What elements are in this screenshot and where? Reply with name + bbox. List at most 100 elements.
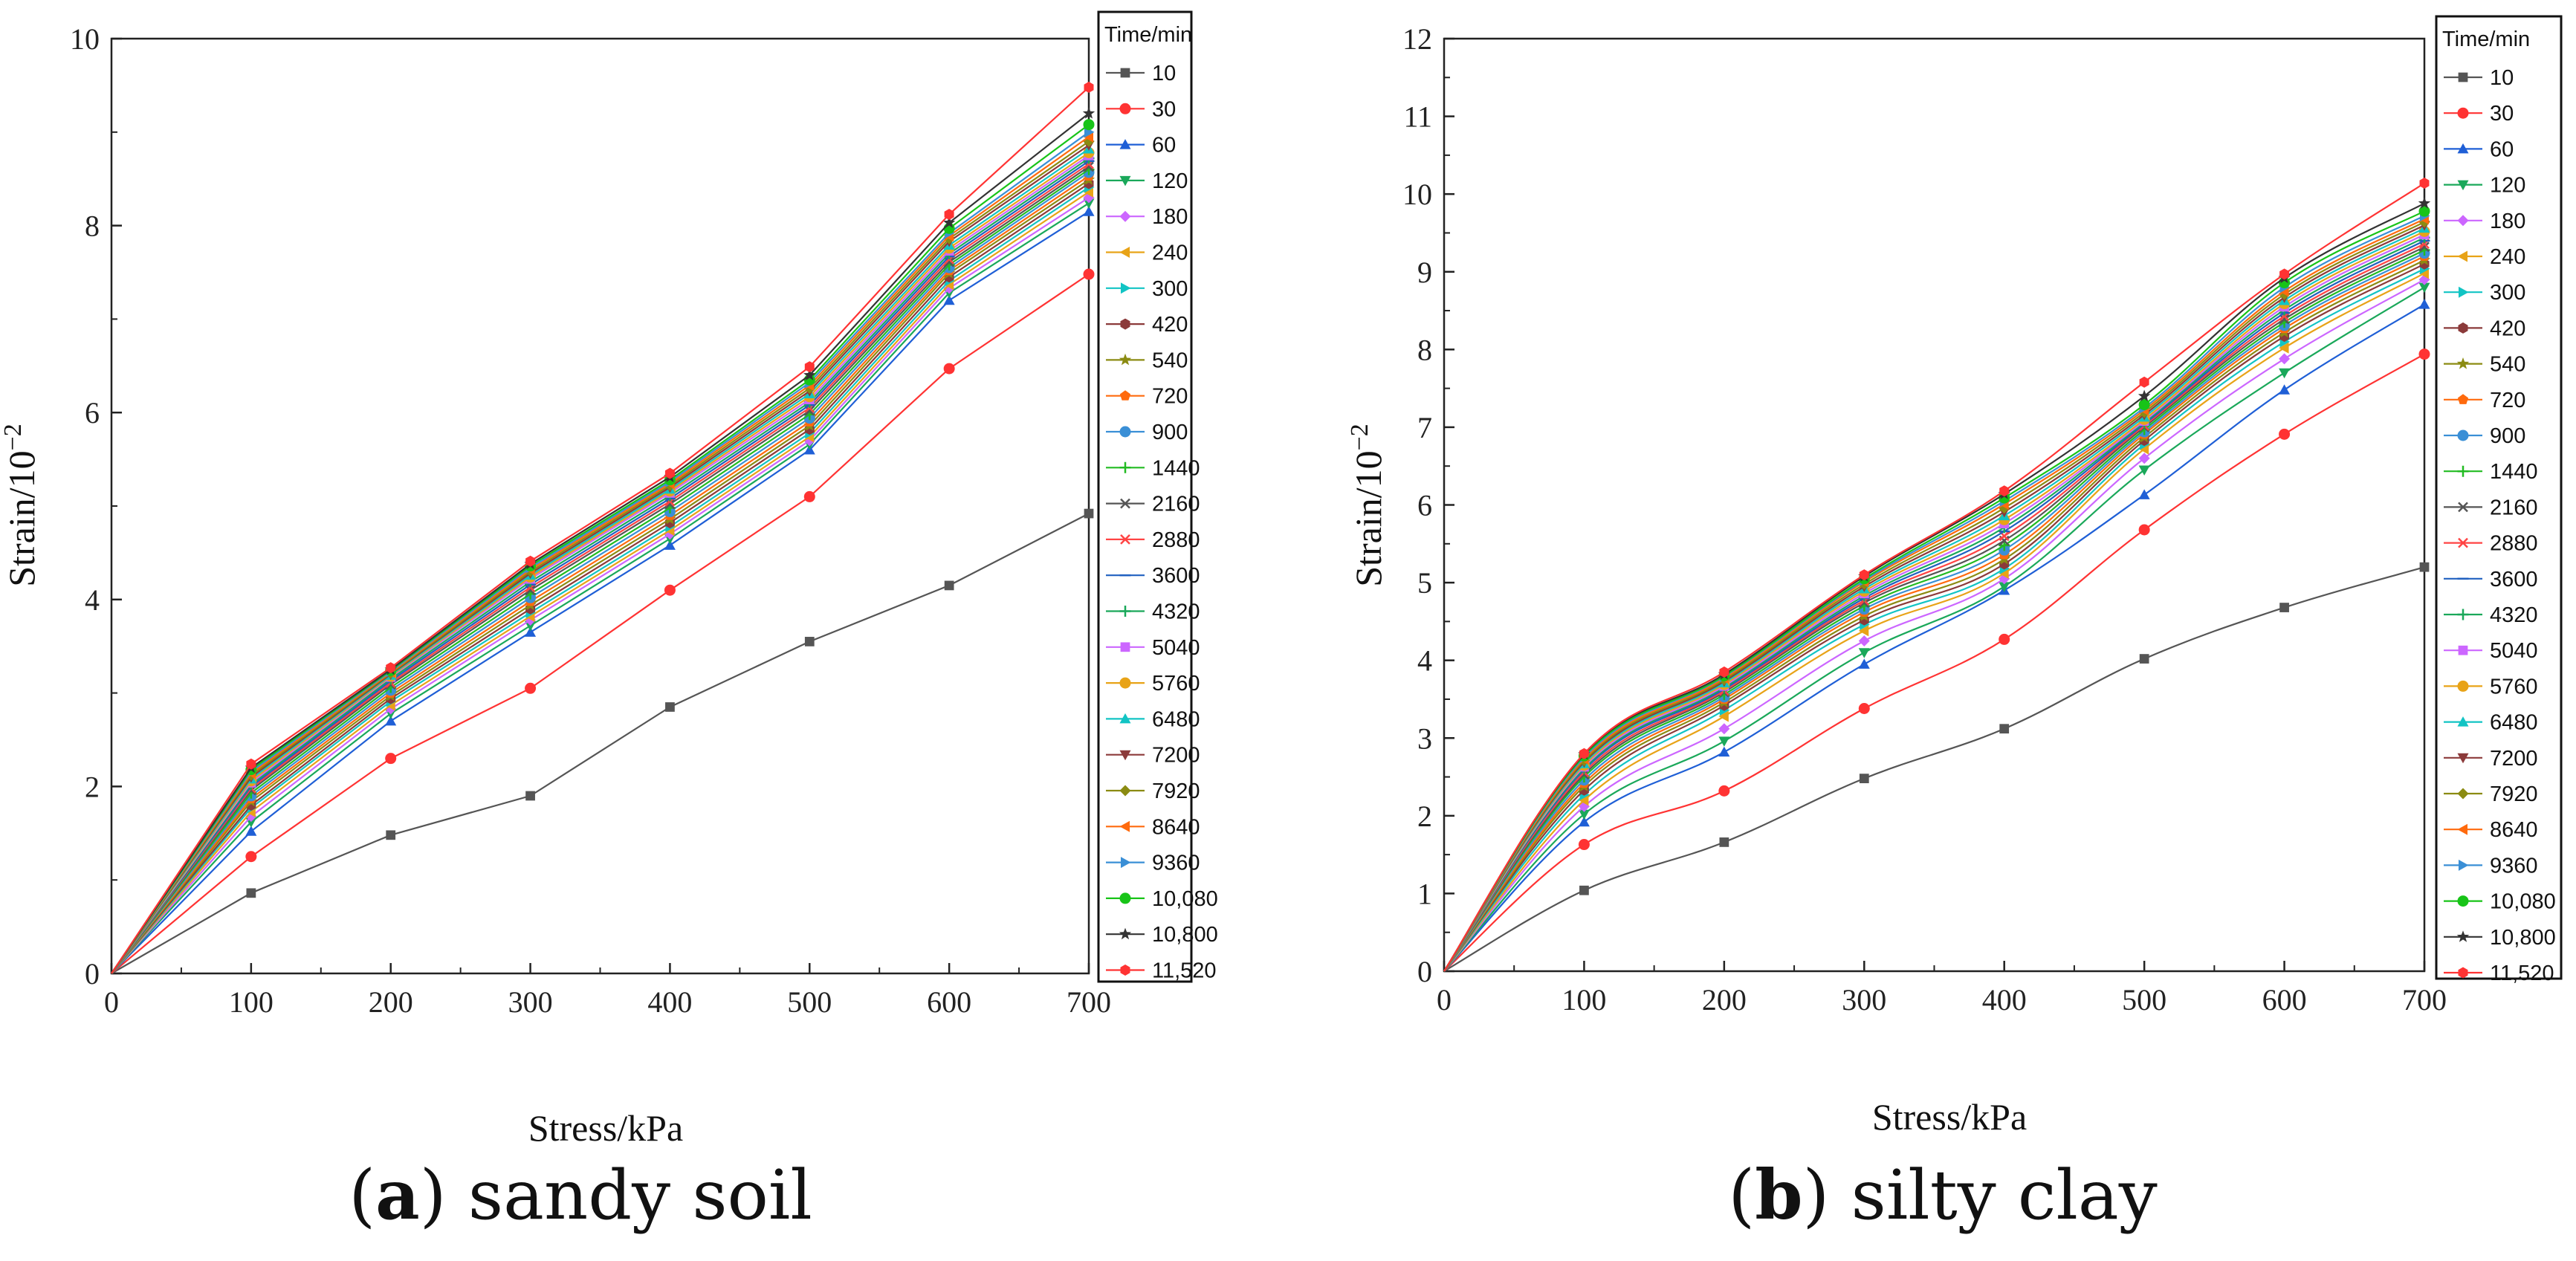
- legend-label: 7920: [2490, 782, 2538, 806]
- data-point: [2279, 342, 2289, 354]
- legend-swatch-marker: [1119, 390, 1131, 401]
- data-point: [1999, 724, 2010, 734]
- data-point: [525, 555, 536, 567]
- legend-label: 11,520: [1152, 959, 1217, 983]
- legend-swatch-marker: [2456, 930, 2470, 942]
- data-point: [664, 467, 675, 479]
- data-point: [1082, 107, 1096, 119]
- x-tick-label: 600: [927, 985, 971, 1019]
- x-tick-label: 700: [2402, 983, 2447, 1017]
- data-point: [943, 294, 955, 305]
- data-point: [525, 621, 537, 632]
- x-tick-label: 300: [508, 985, 553, 1019]
- legend-swatch-marker: [2459, 286, 2469, 298]
- legend-label: 60: [2490, 137, 2514, 161]
- series-line: [111, 166, 1090, 974]
- legend-label: 5040: [2490, 639, 2538, 663]
- series-30: [1443, 349, 2430, 972]
- data-point: [1084, 81, 1094, 93]
- legend-label: 5760: [1152, 672, 1200, 696]
- legend-label: 9360: [2490, 854, 2538, 878]
- series-line: [111, 191, 1090, 974]
- legend-swatch-marker: [1119, 892, 1131, 904]
- legend-swatch-marker: [1119, 461, 1131, 473]
- series-line: [111, 140, 1090, 974]
- x-axis-label: Stress/kPa: [1872, 1096, 2027, 1138]
- data-point: [1719, 666, 1729, 678]
- data-point: [942, 216, 956, 228]
- series-line: [1443, 210, 2425, 972]
- data-point: [1718, 710, 1729, 722]
- legend-swatch-marker: [2457, 465, 2469, 477]
- legend-swatch-marker: [1119, 426, 1131, 438]
- data-point: [1999, 485, 2010, 497]
- series-line: [111, 148, 1090, 974]
- legend-label: 240: [1152, 241, 1188, 265]
- data-point: [1858, 635, 1870, 647]
- legend-swatch-marker: [2456, 357, 2470, 369]
- legend-label: 3600: [1152, 564, 1200, 588]
- legend-label: 10,080: [1152, 887, 1218, 911]
- data-point: [1718, 723, 1730, 735]
- legend-label: 120: [2490, 174, 2525, 198]
- legend-swatch-marker: [1120, 68, 1130, 78]
- series-line: [111, 155, 1090, 974]
- y-tick-label: 12: [1402, 22, 1432, 56]
- series-line: [1443, 268, 2425, 972]
- y-tick-label: 8: [85, 210, 100, 243]
- x-tick-label: 500: [2122, 983, 2166, 1017]
- legend-swatch-marker: [2457, 716, 2469, 727]
- y-tick-label: 2: [1417, 800, 1432, 833]
- y-tick-label: 8: [1417, 333, 1432, 366]
- data-point: [2418, 282, 2430, 294]
- data-point: [525, 626, 537, 637]
- data-point: [2279, 314, 2290, 325]
- legend-label: 240: [2490, 245, 2525, 269]
- data-point: [1578, 839, 1590, 851]
- legend-frame: [1097, 10, 1193, 983]
- legend-frame: [2435, 15, 2563, 980]
- x-tick-label: 700: [1067, 985, 1111, 1019]
- data-point: [2138, 389, 2151, 402]
- data-point: [2279, 384, 2291, 395]
- data-point: [2138, 453, 2150, 464]
- series-180: [1443, 273, 2430, 972]
- data-point: [1083, 198, 1095, 209]
- panel-a: (a) sandy soil 0 100 200 300 400 500 600 700024…: [0, 10, 1218, 1235]
- legend-swatch-marker: [2457, 143, 2469, 154]
- x-tick-label: 0: [104, 985, 119, 1019]
- data-point: [2419, 562, 2430, 572]
- series-line: [1443, 286, 2425, 972]
- legend-swatch-marker: [2457, 429, 2469, 441]
- series-line: [111, 171, 1090, 974]
- legend-swatch-marker: [2457, 250, 2467, 262]
- legend-swatch-marker: [2457, 895, 2469, 907]
- x-tick-label: 300: [1842, 983, 1886, 1017]
- legend-swatch-marker: [1120, 534, 1130, 545]
- legend-swatch-marker: [1120, 965, 1130, 976]
- data-point: [665, 702, 675, 712]
- data-point: [943, 363, 955, 375]
- legend-swatch-marker: [2457, 107, 2469, 119]
- series-line: [1443, 303, 2425, 972]
- y-axis-label-exponent: −2: [0, 424, 27, 450]
- legend-label: 180: [1152, 205, 1188, 229]
- data-point: [804, 637, 815, 646]
- legend-label: 7200: [2490, 747, 2538, 771]
- data-point: [2279, 353, 2291, 365]
- legend-swatch-marker: [1119, 175, 1131, 187]
- legend-swatch-marker: [2458, 322, 2468, 334]
- legend-swatch-marker: [1119, 606, 1131, 617]
- y-tick-label: 9: [1417, 256, 1432, 289]
- y-tick-label: 6: [85, 396, 100, 429]
- legend-label: 420: [1152, 313, 1188, 337]
- legend-label: 900: [2490, 424, 2525, 448]
- data-point: [2279, 603, 2289, 612]
- x-tick-label: 100: [1562, 983, 1606, 1017]
- series-11,520: [111, 81, 1094, 974]
- data-point: [1719, 837, 1729, 847]
- data-point: [1858, 703, 1870, 715]
- data-point: [1858, 648, 1870, 658]
- legend-label: 540: [1152, 349, 1188, 372]
